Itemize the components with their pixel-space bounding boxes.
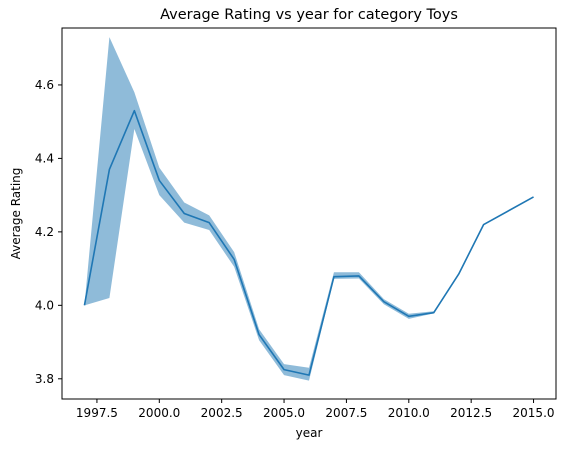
y-tick-label: 4.4	[35, 151, 54, 165]
x-tick-label: 2002.5	[201, 406, 243, 420]
y-axis-label: Average Rating	[9, 168, 23, 260]
x-tick-label: 2015.0	[513, 406, 555, 420]
x-tick-label: 2005.0	[263, 406, 305, 420]
x-tick-label: 2000.0	[138, 406, 180, 420]
chart-title: Average Rating vs year for category Toys	[160, 7, 458, 23]
y-tick-label: 4.2	[35, 225, 54, 239]
y-tick-label: 4.6	[35, 78, 54, 92]
x-tick-label: 2010.0	[388, 406, 430, 420]
x-tick-label: 2007.5	[325, 406, 367, 420]
confidence-band-0	[84, 37, 534, 381]
y-tick-label: 4.0	[35, 298, 54, 312]
plot-frame	[61, 27, 557, 400]
y-axis-ticks: 3.8 4.0 4.2 4.4 4.6	[35, 78, 62, 386]
x-tick-label: 1997.5	[76, 406, 118, 420]
y-tick-label: 3.8	[35, 372, 54, 386]
x-axis-ticks: 1997.5 2000.0 2002.5 2005.0 2007.5 2010.0 2012…	[76, 399, 555, 420]
x-tick-label: 2012.5	[450, 406, 492, 420]
x-axis-label: year	[296, 426, 323, 440]
series-line-0	[83, 109, 534, 376]
plot-area	[83, 37, 534, 381]
